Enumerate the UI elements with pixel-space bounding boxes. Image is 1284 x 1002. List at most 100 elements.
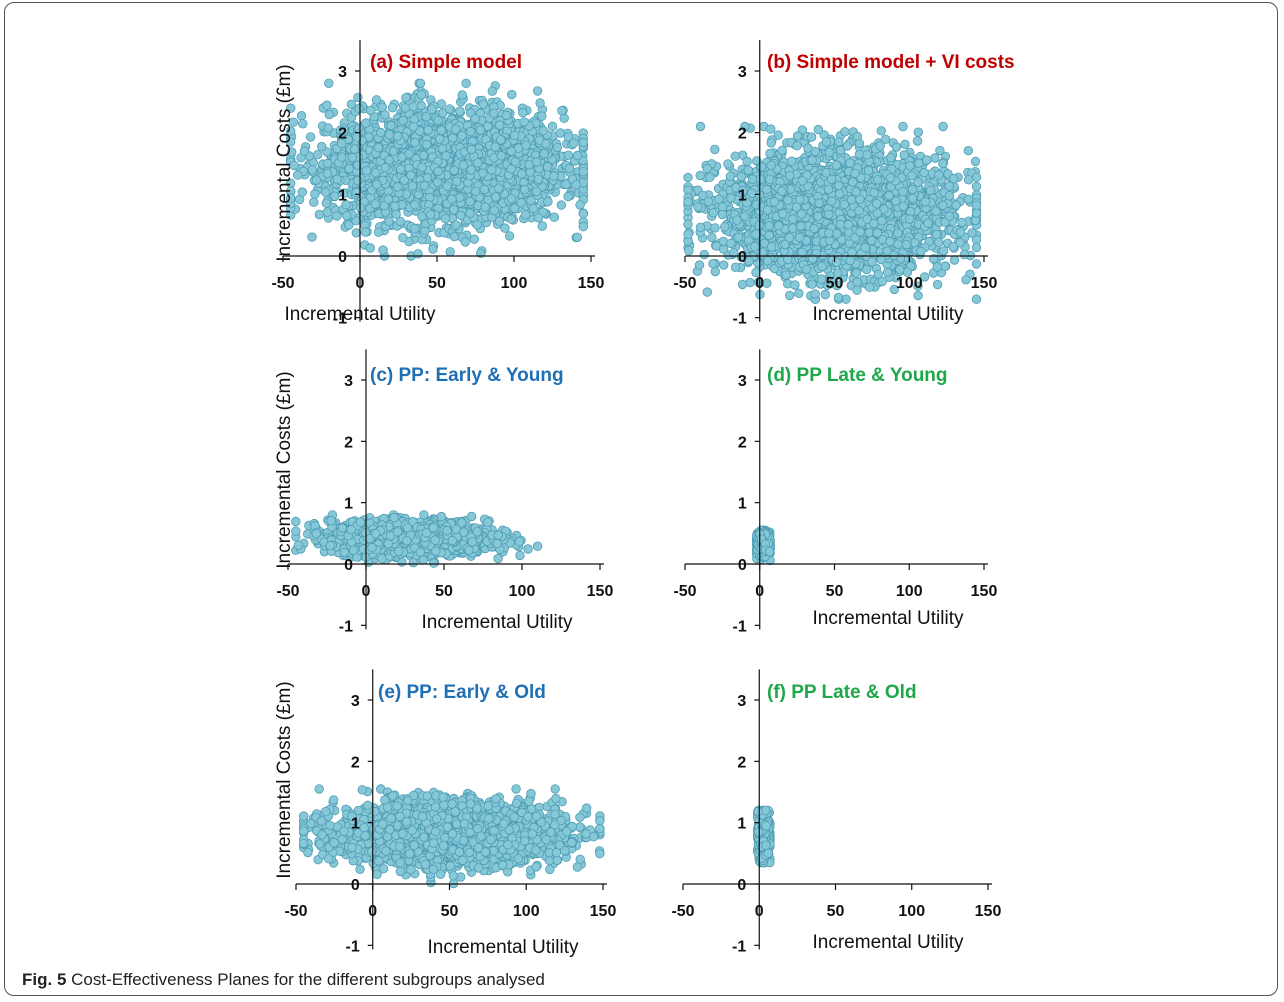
data-point [455, 192, 465, 203]
data-point [518, 107, 528, 118]
data-point [311, 175, 322, 185]
data-point [433, 166, 443, 177]
data-point [377, 102, 388, 112]
data-point [451, 124, 461, 134]
data-point [742, 156, 752, 167]
data-point [408, 121, 419, 132]
data-point [457, 90, 468, 100]
data-point [935, 145, 945, 156]
data-point [384, 216, 394, 227]
data-point [564, 163, 575, 174]
data-point [578, 137, 589, 148]
data-point [421, 111, 431, 122]
data-point [489, 205, 500, 216]
data-point [745, 277, 755, 288]
data-point [451, 220, 461, 230]
data-point [710, 144, 720, 155]
data-point [353, 175, 363, 186]
data-point [406, 170, 416, 181]
data-point [299, 146, 310, 156]
data-point [305, 132, 316, 142]
data-point [418, 150, 429, 161]
data-point [549, 212, 560, 222]
data-point [386, 120, 396, 131]
data-point [324, 78, 334, 89]
data-point [321, 198, 332, 208]
data-point [322, 100, 332, 110]
data-point [465, 208, 475, 219]
data-point [415, 78, 426, 89]
data-point [344, 163, 354, 174]
data-point [452, 176, 462, 187]
data-point [421, 139, 432, 150]
data-point [447, 133, 458, 143]
data-point [891, 142, 902, 152]
data-point [392, 182, 403, 192]
data-point [500, 223, 510, 233]
data-point [852, 277, 862, 287]
data-point [489, 108, 499, 118]
data-point [395, 164, 406, 174]
data-point [555, 128, 566, 138]
data-point [461, 78, 471, 89]
data-point [572, 150, 583, 161]
data-point [876, 126, 887, 136]
data-point [971, 259, 982, 269]
data-point [702, 287, 713, 297]
data-point [970, 156, 981, 167]
data-point [543, 196, 553, 207]
data-point [535, 98, 545, 108]
data-point [932, 279, 943, 290]
panel-title: (a) Simple model [370, 52, 522, 73]
x-tick-label: 100 [501, 275, 528, 292]
data-point [930, 153, 940, 163]
data-point [458, 160, 469, 170]
data-point [408, 101, 419, 112]
data-point [442, 181, 452, 191]
data-point [473, 158, 483, 168]
data-point [840, 127, 850, 137]
data-point [324, 109, 335, 120]
data-point [478, 99, 489, 109]
data-point [387, 103, 398, 113]
data-point [470, 113, 480, 124]
data-point [702, 163, 712, 174]
data-point [435, 134, 445, 144]
data-point [322, 168, 333, 179]
data-point [852, 285, 862, 295]
x-tick-label: -50 [271, 275, 294, 292]
data-point [372, 179, 382, 190]
data-point [457, 130, 467, 141]
data-point [419, 180, 430, 191]
data-point [491, 192, 501, 202]
data-point [501, 110, 512, 121]
data-point [517, 169, 527, 179]
data-point [310, 189, 320, 199]
data-point [542, 161, 553, 172]
data-point [383, 194, 394, 204]
data-point [296, 110, 307, 121]
data-point [572, 232, 583, 243]
data-point [449, 231, 460, 242]
data-point [578, 221, 589, 232]
data-point [495, 120, 505, 130]
data-point [393, 131, 403, 141]
data-point [694, 260, 705, 270]
data-point [428, 244, 438, 254]
data-point [472, 220, 482, 230]
data-point [354, 103, 364, 114]
data-point [445, 247, 455, 257]
data-point [578, 208, 589, 219]
data-point [794, 288, 804, 299]
data-point [378, 245, 388, 255]
data-point [520, 209, 531, 220]
data-point [547, 121, 558, 132]
data-point [541, 139, 551, 149]
data-point [479, 184, 490, 195]
data-point [526, 195, 536, 206]
data-point [487, 165, 497, 175]
data-point [447, 194, 457, 204]
data-point [365, 243, 376, 253]
data-point [506, 164, 517, 174]
